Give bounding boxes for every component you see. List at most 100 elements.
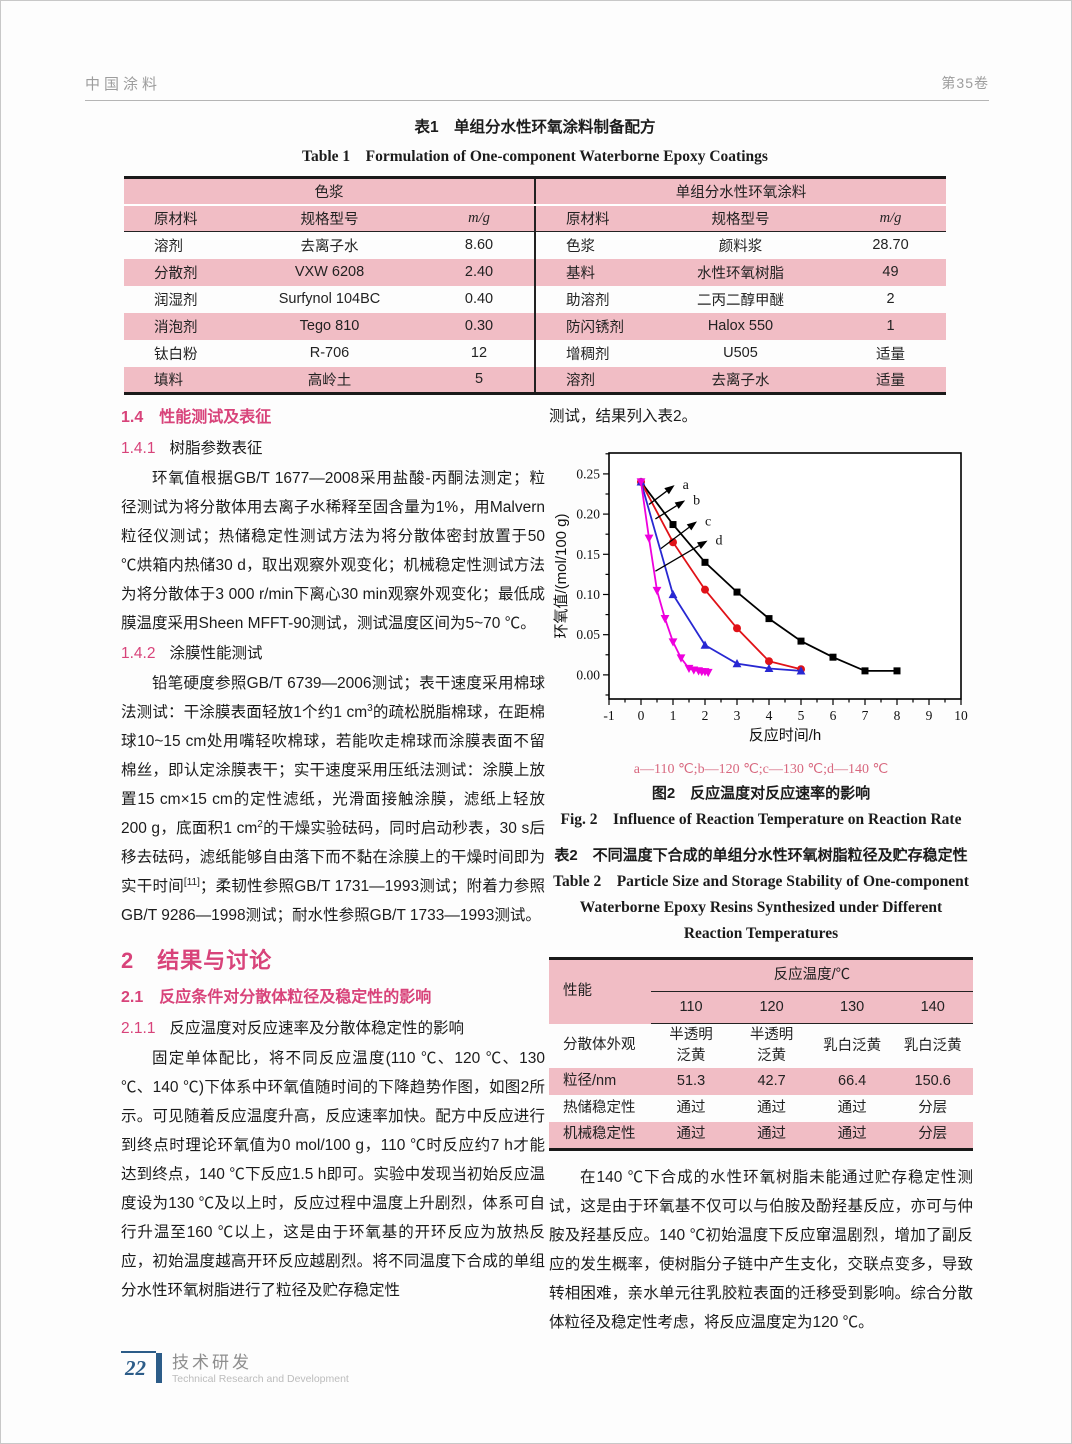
cell: 适量 [876,372,905,389]
cell: 通过 [757,1100,787,1116]
svg-text:b: b [693,493,700,508]
cell: 分层 [918,1100,948,1116]
cell: 0.40 [424,285,536,313]
footer-section-cn: 技术研发 [172,1353,252,1372]
table1-group-row: 色浆 单组分水性环氧涂料 [124,177,946,206]
cell: 12 [424,339,536,367]
figure2-series-caption: a—110 ℃;b—120 ℃;c—130 ℃;d—140 ℃ [633,762,889,777]
cell: Surfynol 104BC [278,291,381,307]
cell: 半透明 泛黄 [749,1027,794,1064]
svg-text:0.20: 0.20 [576,507,600,522]
cell: 150.6 [914,1073,951,1089]
table-row: 填料 高岭土 5 溶剂 去离子水 适量 [124,366,946,394]
cell: 水性环氧树脂 [696,265,784,282]
cell: 消泡剂 [154,319,198,336]
page-number: 22 [125,1356,146,1380]
svg-text:0.00: 0.00 [576,667,600,682]
cell: 增稠剂 [565,346,610,363]
running-header: 中国涂料 第35卷 [85,73,989,101]
cell: 去离子水 [300,238,359,255]
paragraph-resin-characterization: 环氧值根据GB/T 1677—2008采用盐酸-丙酮法测定；粒径测试为将分散体用… [121,470,545,632]
table-row: 润湿剂 Surfynol 104BC 0.40 助溶剂 二丙二醇甲醚 2 [124,285,946,313]
cell: 66.4 [838,1073,867,1089]
cell: 粒径/nm [563,1073,617,1089]
paragraph-discussion: 在140 ℃下合成的水性环氧树脂未能通过贮存稳定性测试，这是由于环氧基不仅可以与… [549,1168,973,1331]
cell: 机械稳定性 [563,1126,636,1143]
cell: R-706 [309,345,350,361]
col-header: 性能 [549,958,651,1024]
section-heading-2-1-1: 2.1.1 反应温度对反应速率及分散体稳定性的影响 [121,1014,545,1043]
cell: 8.60 [424,231,536,259]
table-row: 钛白粉 R-706 12 增稠剂 U505 适量 [124,339,946,367]
table-row: 溶剂 去离子水 8.60 色浆 颜料浆 28.70 [124,231,946,259]
temp-header: 110 [650,991,732,1024]
col-header: 规格型号 [645,204,835,232]
figure2-chart: -1 0 1 2 3 4 5 6 7 8 9 10 0.00 0.05 0.10 0.15 0.20 0.25 a b… [551,439,973,757]
cell: 基料 [565,265,595,282]
journal-title: 中国涂料 [85,76,162,93]
table2-title-en: Table 2 Particle Size and Storage Stabil… [553,873,969,942]
table-row: 分散剂 VXW 6208 2.40 基料 水性环氧树脂 49 [124,258,946,286]
table1-header-row: 原材料 规格型号 m/g 原材料 规格型号 m/g [124,204,946,232]
table-row: 分散体外观 半透明 泛黄 半透明 泛黄 乳白泛黄 乳白泛黄 [549,1024,973,1069]
section-number: 2.1.1 [121,1020,156,1037]
svg-text:反应时间/h: 反应时间/h [749,726,822,744]
section-heading-2-1: 2.1 反应条件对分散体粒径及稳定性的影响 [121,989,432,1006]
paragraph-continuation: 测试，结果列入表2。 [549,408,698,425]
table1-block: 表1 单组分水性环氧涂料制备配方 Table 1 Formulation of … [124,115,946,395]
footer-section: 技术研发 Technical Research and Development [172,1351,349,1386]
svg-text:6: 6 [830,708,837,723]
table1-title-en: Table 1 Formulation of One-component Wat… [302,148,768,165]
section-title: 反应温度对反应速率及分散体稳定性的影响 [169,1020,464,1037]
section-heading-1-4-2: 1.4.2 涂膜性能测试 [121,639,545,668]
svg-text:10: 10 [954,708,968,723]
reaction-rate-chart: -1 0 1 2 3 4 5 6 7 8 9 10 0.00 0.05 0.10 0.15 0.20 0.25 ab… [553,452,968,744]
cell: 防闪锈剂 [565,319,624,336]
cell: 填料 [154,372,183,389]
svg-text:5: 5 [798,708,805,723]
section-heading-1-4-1: 1.4.1 树脂参数表征 [121,434,545,463]
cell: 半透明 泛黄 [669,1027,713,1064]
cell: 2 [886,291,895,307]
section-number: 1.4.2 [121,645,156,662]
table2: 性能 反应温度/℃ 110 120 130 140 分散体外观 半透明 泛黄 半… [549,957,973,1151]
cell: 通过 [757,1126,787,1143]
table1: 色浆 单组分水性环氧涂料 原材料 规格型号 m/g 原材料 规格型号 m/g 溶… [124,176,946,395]
svg-text:0.15: 0.15 [576,547,600,562]
cell: 色浆 [565,238,595,255]
cell: 分散体外观 [563,1037,636,1054]
temp-header: 130 [811,991,893,1024]
paragraph-reaction-temperature: 固定单体配比，将不同反应温度(110 ℃、120 ℃、130 ℃、140 ℃)下… [121,1050,545,1299]
svg-text:7: 7 [862,708,869,723]
cell: 去离子水 [711,372,770,389]
cell: 0.30 [424,312,536,340]
cell: 49 [882,264,899,280]
table1-group-left: 色浆 [124,177,536,206]
cell: 通过 [676,1100,706,1116]
section-heading-2: 2 结果与讨论 [121,948,273,973]
cell: 助溶剂 [565,292,610,309]
cell: 溶剂 [154,238,183,255]
table2-title-cn: 表2 不同温度下合成的单组分水性环氧树脂粒径及贮存稳定性 [554,847,968,864]
cell: 通过 [837,1126,867,1143]
section-title: 树脂参数表征 [169,440,263,457]
footer-divider-bar [156,1353,162,1383]
cell: 28.70 [872,237,909,254]
svg-text:2: 2 [702,708,709,723]
cell: VXW 6208 [294,264,365,280]
col-header: 原材料 [124,204,235,232]
table-row: 机械稳定性 通过 通过 通过 分层 [549,1122,973,1149]
table1-group-right: 单组分水性环氧涂料 [534,177,946,206]
svg-text:0.05: 0.05 [576,627,600,642]
cell: 2.40 [424,258,536,286]
section-number: 1.4.1 [121,440,156,457]
cell: 乳白泛黄 [903,1037,962,1054]
table2-header-row: 性能 反应温度/℃ [549,958,973,1024]
svg-text:1: 1 [670,708,677,723]
svg-text:c: c [705,514,711,529]
col-header: m/g [835,204,946,232]
svg-text:a: a [683,478,690,493]
svg-text:9: 9 [926,708,933,723]
svg-text:0: 0 [638,708,645,723]
